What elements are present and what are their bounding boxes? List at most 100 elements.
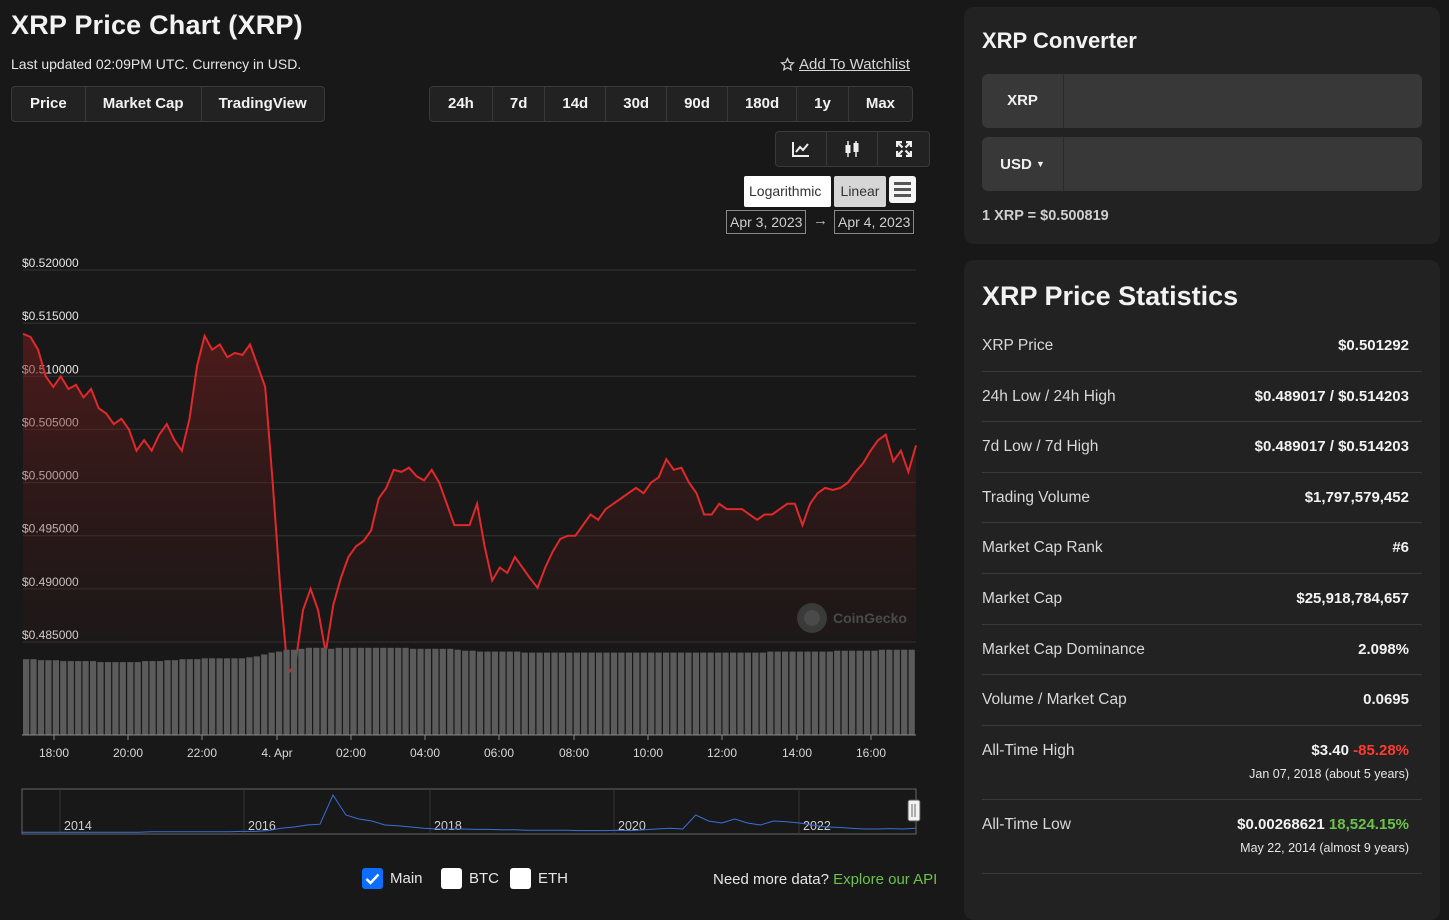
fullscreen-button[interactable] bbox=[878, 132, 929, 166]
date-from-input[interactable]: Apr 3, 2023 bbox=[726, 210, 807, 234]
x-tick-label: 14:00 bbox=[782, 746, 812, 760]
page-title: XRP Price Chart (XRP) bbox=[11, 10, 303, 40]
chart-type-toggle bbox=[775, 131, 930, 167]
volume-bar bbox=[514, 651, 521, 735]
converter-title: XRP Converter bbox=[982, 28, 1137, 53]
range-max[interactable]: Max bbox=[865, 95, 896, 112]
navigator-handle[interactable] bbox=[907, 799, 921, 822]
coin-amount-input[interactable] bbox=[1065, 74, 1422, 128]
volume-bar bbox=[447, 648, 454, 735]
range-24h[interactable]: 24h bbox=[430, 87, 493, 121]
navigator-tick-label: 2016 bbox=[248, 819, 276, 833]
volume-bar bbox=[886, 649, 893, 735]
stat-row: Volume / Market Cap 0.0695 bbox=[982, 675, 1422, 726]
volume-bar bbox=[655, 652, 662, 735]
volume-bar bbox=[402, 647, 409, 735]
x-tick-label: 16:00 bbox=[856, 746, 886, 760]
volume-bar bbox=[387, 647, 394, 735]
volume-bar bbox=[454, 649, 461, 735]
date-to-input[interactable]: Apr 4, 2023 bbox=[834, 210, 915, 234]
last-updated-text: Last updated 02:09PM UTC. Currency in US… bbox=[11, 56, 302, 72]
range-7d[interactable]: 7d bbox=[493, 87, 546, 121]
range-1y[interactable]: 1y bbox=[797, 87, 849, 121]
add-to-watchlist-link[interactable]: Add To Watchlist bbox=[780, 56, 910, 73]
volume-bar bbox=[767, 651, 774, 735]
volume-bar bbox=[380, 647, 387, 735]
volume-bar bbox=[849, 650, 856, 735]
legend-btc-checkbox[interactable]: BTC bbox=[441, 868, 499, 889]
volume-bar bbox=[834, 650, 841, 735]
volume-bar bbox=[410, 648, 417, 735]
view-tabs: Price Market Cap TradingView bbox=[11, 86, 325, 122]
volume-bar bbox=[543, 652, 551, 735]
price-chart[interactable]: $0.520000$0.515000$0.510000$0.505000$0.5… bbox=[0, 245, 935, 845]
volume-bar bbox=[796, 651, 804, 735]
volume-bar bbox=[223, 658, 231, 735]
volume-bar bbox=[216, 658, 223, 735]
candlestick-icon bbox=[845, 141, 859, 157]
tab-price[interactable]: Price bbox=[12, 87, 86, 121]
legend-eth-checkbox[interactable]: ETH bbox=[510, 868, 568, 889]
volume-bar bbox=[730, 652, 737, 735]
volume-bar bbox=[82, 661, 89, 735]
legend-main-checkbox[interactable]: Main bbox=[362, 868, 423, 889]
line-chart-button[interactable] bbox=[776, 132, 827, 166]
volume-bar bbox=[633, 652, 640, 735]
range-14d[interactable]: 14d bbox=[545, 87, 607, 121]
volume-bar bbox=[581, 652, 588, 735]
stat-value: #6 bbox=[1392, 539, 1409, 557]
navigator-tick-label: 2018 bbox=[434, 819, 462, 833]
coin-label: XRP bbox=[982, 74, 1064, 128]
volume-bar bbox=[417, 648, 424, 735]
range-30d[interactable]: 30d bbox=[606, 87, 668, 121]
expand-icon bbox=[895, 141, 912, 157]
stat-label: 7d Low / 7d High bbox=[982, 438, 1099, 456]
stat-row: Trading Volume $1,797,579,452 bbox=[982, 473, 1422, 524]
volume-bar bbox=[60, 661, 67, 735]
volume-bar bbox=[670, 652, 677, 735]
legend-eth-label: ETH bbox=[538, 870, 568, 887]
stat-value: $0.489017 / $0.514203 bbox=[1254, 438, 1409, 456]
atl-date: May 22, 2014 (almost 9 years) bbox=[1240, 841, 1409, 855]
stat-value: $1,797,579,452 bbox=[1304, 488, 1409, 506]
linear-button[interactable]: Linear bbox=[834, 176, 886, 207]
caret-down-icon: ▼ bbox=[1035, 159, 1045, 169]
fiat-label: USD bbox=[1000, 156, 1032, 173]
legend-btc-label: BTC bbox=[469, 870, 499, 887]
empty-checkbox-icon bbox=[441, 868, 462, 889]
volume-bar bbox=[313, 647, 320, 735]
candlestick-chart-button[interactable] bbox=[827, 132, 878, 166]
range-180d[interactable]: 180d bbox=[728, 87, 798, 121]
volume-bar bbox=[826, 651, 833, 735]
volume-bar bbox=[811, 651, 818, 735]
coingecko-watermark: CoinGecko bbox=[797, 603, 907, 633]
volume-bar bbox=[558, 652, 565, 735]
volume-bar bbox=[179, 659, 186, 735]
stat-value: $3.40 -85.28% bbox=[1311, 742, 1409, 759]
volume-bar bbox=[521, 652, 528, 735]
fiat-currency-select[interactable]: USD ▼ bbox=[982, 137, 1064, 191]
chart-menu-button[interactable] bbox=[889, 176, 916, 203]
explore-api-link[interactable]: Explore our API bbox=[833, 871, 938, 888]
x-tick-label: 02:00 bbox=[336, 746, 366, 760]
tab-tradingview[interactable]: TradingView bbox=[218, 95, 307, 112]
stat-label: XRP Price bbox=[982, 337, 1054, 354]
range-90d[interactable]: 90d bbox=[667, 87, 728, 121]
stat-row: XRP Price $0.501292 bbox=[982, 321, 1422, 372]
volume-bar bbox=[149, 661, 156, 735]
volume-bar bbox=[112, 662, 119, 735]
stat-row: Market Cap Dominance 2.098% bbox=[982, 625, 1422, 676]
volume-bar bbox=[819, 651, 826, 735]
watchlist-label: Add To Watchlist bbox=[799, 56, 910, 73]
volume-bar bbox=[119, 662, 126, 735]
navigator-tick-label: 2014 bbox=[64, 819, 92, 833]
fiat-amount-input[interactable] bbox=[1065, 137, 1422, 191]
ath-change: -85.28% bbox=[1353, 742, 1409, 759]
date-arrow: → bbox=[813, 212, 828, 229]
volume-bar bbox=[97, 662, 104, 735]
conversion-rate: 1 XRP = $0.500819 bbox=[982, 208, 1109, 224]
tab-market-cap[interactable]: Market Cap bbox=[86, 87, 202, 121]
stat-row: Market Cap $25,918,784,657 bbox=[982, 574, 1422, 625]
logarithmic-button[interactable]: Logarithmic bbox=[744, 176, 831, 207]
volume-bar bbox=[841, 650, 848, 735]
